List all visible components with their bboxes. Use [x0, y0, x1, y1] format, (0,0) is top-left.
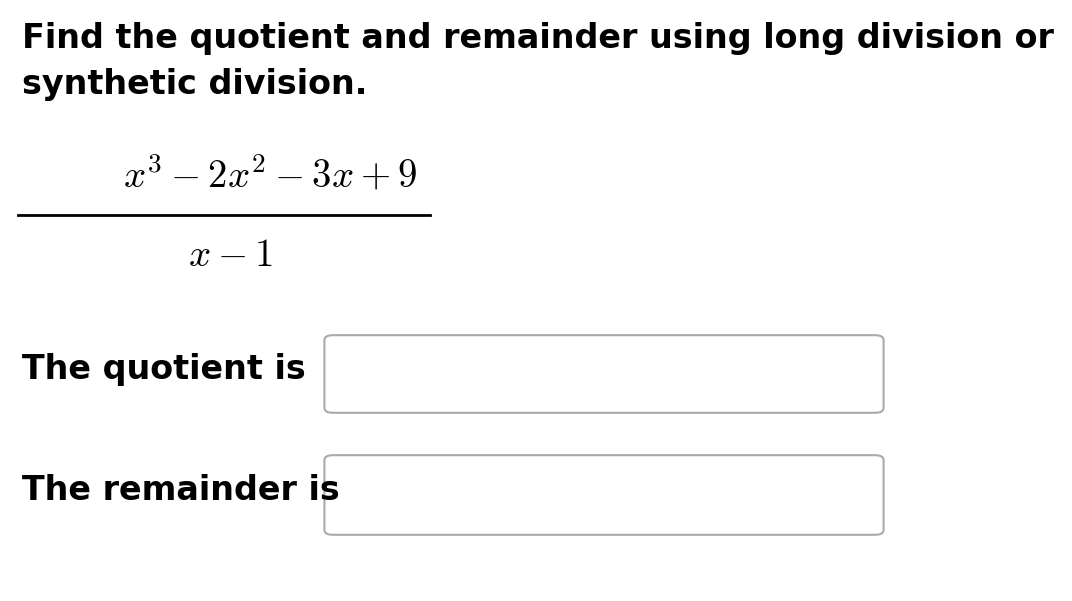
Text: The quotient is: The quotient is: [23, 353, 306, 386]
Text: Find the quotient and remainder using long division or: Find the quotient and remainder using lo…: [23, 22, 1054, 55]
Text: $x - 1$: $x - 1$: [188, 236, 272, 274]
Text: The remainder is: The remainder is: [23, 474, 340, 507]
FancyBboxPatch shape: [325, 335, 883, 413]
FancyBboxPatch shape: [325, 455, 883, 535]
Text: synthetic division.: synthetic division.: [23, 68, 368, 101]
Text: $x^3 - 2x^2 - 3x + 9$: $x^3 - 2x^2 - 3x + 9$: [123, 154, 417, 195]
